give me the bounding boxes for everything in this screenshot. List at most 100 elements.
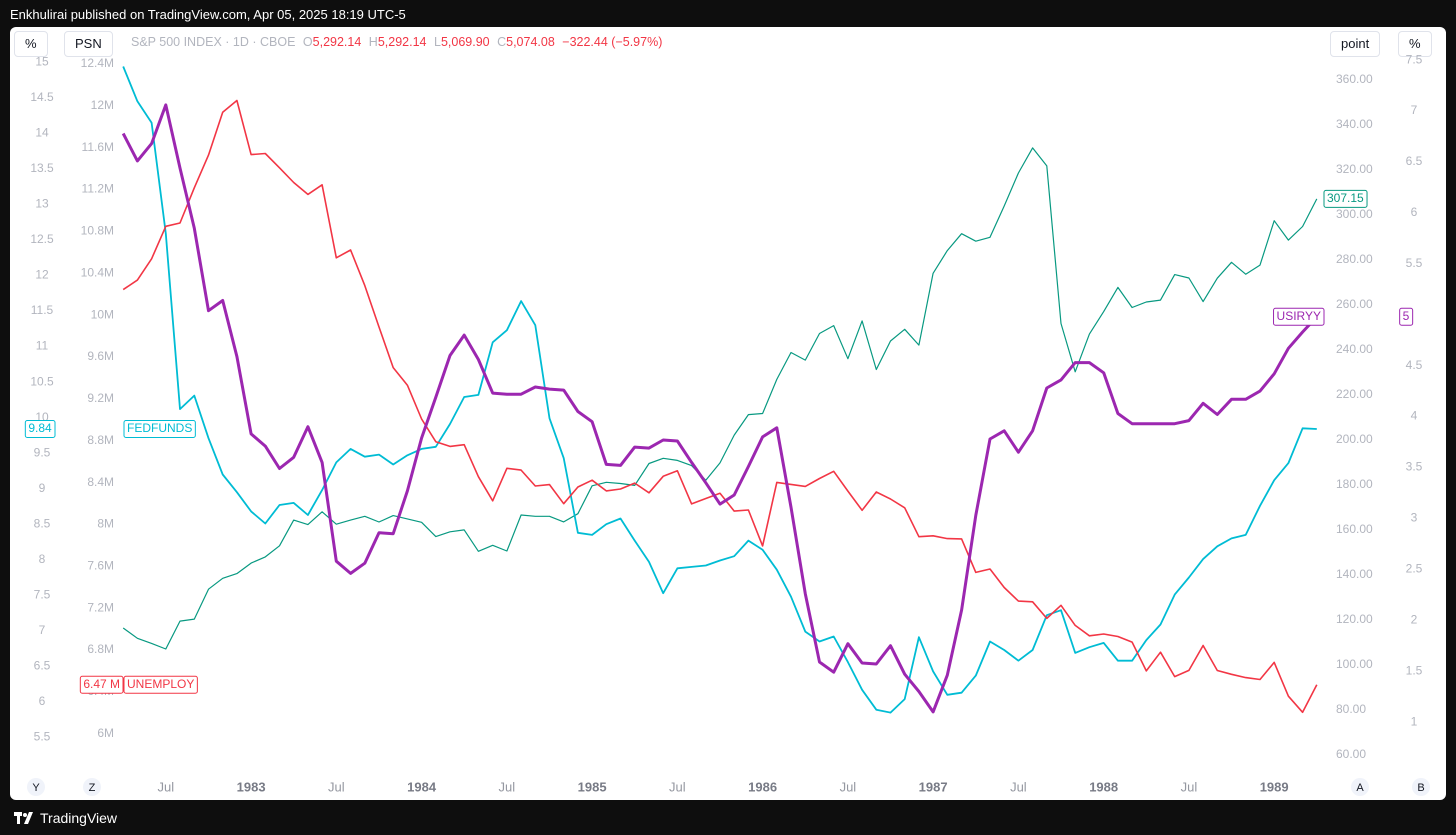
y-tick-label: 140.00	[1336, 567, 1373, 581]
y-tick-label: 100.00	[1336, 657, 1373, 671]
y-tick-label: 360.00	[1336, 72, 1373, 86]
scale-button[interactable]: %	[1398, 31, 1432, 57]
corner-label[interactable]: B	[1417, 782, 1424, 794]
y-tick-label: 11.5	[31, 303, 54, 317]
y-tick-label: 8.5	[34, 516, 51, 530]
y-tick-label: 6.5	[1406, 154, 1423, 168]
y-tick-label: 11.6M	[82, 140, 114, 154]
price-tag-box	[79, 675, 124, 694]
y-tick-label: 9.5	[34, 445, 51, 459]
chart-panel	[10, 27, 1446, 800]
scale-button[interactable]: PSN	[64, 31, 113, 57]
y-tick-label: 8	[39, 552, 46, 566]
y-tick-label: 8.8M	[87, 433, 114, 447]
series-line	[122, 147, 1318, 650]
y-tick-label: 11	[36, 339, 49, 353]
x-tick-label: 1987	[919, 779, 948, 794]
corner-label[interactable]: A	[1356, 782, 1364, 794]
y-tick-label: 9	[39, 481, 46, 495]
y-tick-label: 60.00	[1336, 747, 1366, 761]
y-tick-label: 80.00	[1336, 702, 1366, 716]
ohlc-value: 5,292.14	[377, 35, 427, 49]
y-tick-label: 280.00	[1336, 252, 1373, 266]
x-tick-label: Jul	[158, 779, 175, 794]
y-tick-label: 15	[35, 54, 49, 68]
y-tick-label: 300.00	[1336, 207, 1373, 221]
y-tick-label: 13	[35, 197, 49, 211]
series-line	[121, 103, 1318, 714]
series-line	[122, 66, 1317, 714]
y-tick-label: 9.2M	[87, 391, 114, 405]
price-tag: 9.84	[28, 421, 52, 435]
y-tick-label: 340.00	[1336, 117, 1373, 131]
y-tick-label: 160.00	[1336, 522, 1373, 536]
y-tick-label: 320.00	[1336, 162, 1373, 176]
y-tick-label: 6	[39, 694, 46, 708]
x-tick-label: Jul	[1010, 779, 1027, 794]
y-tick-label: 7.5	[34, 587, 51, 601]
footer-brand: TradingView	[40, 810, 118, 826]
series-name-box	[1273, 307, 1325, 326]
y-tick-label: 4	[1411, 409, 1418, 423]
x-tick-label: 1986	[748, 779, 777, 794]
x-tick-label: Jul	[669, 779, 686, 794]
ohlc-value: 5,074.08	[506, 35, 555, 49]
scale-button[interactable]: point	[1330, 31, 1381, 57]
price-tag-box	[1323, 189, 1368, 208]
y-tick-label: 260.00	[1336, 297, 1373, 311]
x-tick-label: Jul	[328, 779, 345, 794]
x-tick-label: 1989	[1260, 779, 1289, 794]
corner-button[interactable]	[1412, 778, 1430, 796]
ohlc-key: C	[497, 35, 507, 49]
y-tick-label: 3.5	[1406, 460, 1423, 474]
symbol: S&P 500 INDEX · 1D · CBOE	[131, 35, 296, 49]
y-tick-label: 5.5	[1406, 256, 1423, 270]
y-tick-label: 7.2M	[87, 600, 114, 614]
y-tick-label: 7.5	[1406, 52, 1423, 66]
series-name: USIRYY	[1277, 309, 1321, 323]
y-tick-label: 6M	[97, 726, 114, 740]
series-name-box	[123, 675, 198, 694]
y-tick-label: 2.5	[1406, 561, 1423, 575]
y-tick-label: 6.8M	[87, 642, 114, 656]
y-tick-label: 14	[35, 125, 49, 139]
series-name: FEDFUNDS	[127, 421, 192, 435]
y-tick-label: 7.6M	[87, 558, 114, 572]
y-tick-label: 8.4M	[87, 475, 114, 489]
price-tag-box	[1399, 307, 1414, 326]
y-tick-label: 1	[1411, 714, 1418, 728]
y-tick-label: 14.5	[30, 90, 54, 104]
y-tick-label: 10.8M	[81, 224, 114, 238]
x-tick-label: Jul	[1181, 779, 1198, 794]
x-tick-label: Jul	[499, 779, 516, 794]
corner-button[interactable]	[27, 778, 45, 796]
y-tick-label: 6	[1411, 205, 1418, 219]
y-tick-label: 3	[1411, 511, 1418, 525]
ohlc-key: O	[302, 35, 313, 49]
y-tick-label: 10.4M	[81, 265, 114, 279]
ohlc-key: L	[433, 35, 441, 49]
change: −322.44 (−5.97%)	[562, 35, 663, 49]
corner-button[interactable]	[83, 778, 101, 796]
price-tag-box	[24, 419, 56, 438]
x-tick-label: 1988	[1089, 779, 1118, 794]
series-line	[122, 99, 1318, 714]
y-tick-label: 1.5	[1406, 663, 1423, 677]
y-tick-label: 240.00	[1336, 342, 1373, 356]
y-tick-label: 4.5	[1406, 358, 1423, 372]
scale-button[interactable]: %	[14, 31, 48, 57]
chart: Y Z A B 60.00 80.00 100.00 120.00 140.00 160.…	[24, 52, 1430, 796]
ohlc-value: 5,069.90	[440, 35, 490, 49]
y-tick-label: 12	[35, 268, 49, 282]
corner-button[interactable]	[1351, 778, 1369, 796]
x-tick-label: 1984	[407, 779, 437, 794]
corner-label[interactable]: Z	[89, 782, 96, 794]
x-tick-label: 1983	[237, 779, 266, 794]
y-tick-label: 11.2M	[82, 182, 114, 196]
y-tick-label: 2	[1411, 612, 1418, 626]
y-tick-label: 10M	[91, 307, 114, 321]
y-tick-label: 9.6M	[87, 349, 114, 363]
corner-label[interactable]: Y	[32, 782, 40, 794]
y-tick-label: 12M	[91, 98, 114, 112]
